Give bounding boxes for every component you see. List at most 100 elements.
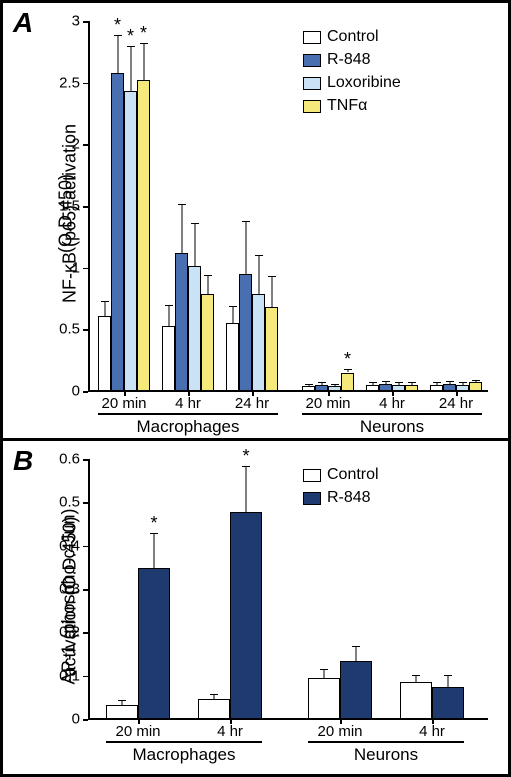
bar: [379, 384, 392, 391]
bar: [226, 323, 239, 391]
error-cap: [320, 669, 328, 670]
bar: [405, 385, 418, 391]
x-tick: [432, 719, 434, 724]
error-cap: [472, 380, 480, 381]
bar: [162, 326, 175, 391]
legend-swatch: [303, 469, 321, 482]
legend-label: Control: [327, 28, 379, 46]
error-cap: [444, 675, 452, 676]
bar: [341, 373, 354, 392]
x-tick-label: 24 hr: [439, 395, 473, 412]
group-label: Neurons: [360, 417, 424, 437]
bar: [252, 294, 265, 391]
x-tick: [456, 391, 458, 396]
significance-star: *: [150, 513, 157, 534]
significance-star: *: [114, 15, 121, 36]
error-cap: [242, 221, 250, 222]
y-axis: [88, 459, 90, 719]
significance-star: *: [344, 349, 351, 370]
panel-a-label: A: [13, 7, 33, 39]
error-bar: [448, 675, 449, 687]
y-tick: [83, 83, 88, 85]
y-tick-label: 3: [40, 13, 80, 30]
error-bar: [104, 301, 105, 316]
x-tick: [138, 719, 140, 724]
bar: [106, 705, 138, 719]
group-underline: [308, 741, 464, 743]
y-title-a2: (O.D.450): [56, 114, 77, 314]
legend-swatch: [303, 31, 321, 44]
x-tick: [328, 391, 330, 396]
x-tick-label: 4 hr: [379, 395, 405, 412]
error-cap: [204, 275, 212, 276]
error-cap: [210, 694, 218, 695]
error-bar: [143, 43, 144, 80]
bar: [340, 661, 372, 719]
error-cap: [255, 255, 263, 256]
y-tick: [83, 329, 88, 331]
y-axis: [88, 21, 90, 391]
x-tick-label: 4 hr: [419, 723, 445, 740]
legend-item: Control: [303, 465, 379, 485]
y-tick: [83, 502, 88, 504]
bar: [432, 687, 464, 719]
bar: [308, 678, 340, 719]
legend-a: ControlR-848LoxoribineTNFα: [303, 27, 401, 119]
group-underline: [302, 413, 482, 415]
y-tick: [83, 632, 88, 634]
error-cap: [165, 305, 173, 306]
legend-item: Loxoribine: [303, 73, 401, 93]
group-label: Macrophages: [132, 745, 235, 765]
panel-b: B 00.10.20.30.40.50.6*20 min*4 hrMacroph…: [3, 441, 508, 774]
bar: [328, 386, 341, 391]
figure: A 00.511.522.53***20 min4 hr24 hrMacroph…: [0, 0, 511, 777]
error-bar: [246, 466, 247, 512]
error-cap: [395, 382, 403, 383]
x-tick-label: 4 hr: [175, 395, 201, 412]
error-bar: [416, 675, 417, 682]
significance-star: *: [127, 26, 134, 47]
x-tick-label: 24 hr: [235, 395, 269, 412]
error-bar: [245, 221, 246, 274]
bar: [198, 699, 230, 719]
x-tick-label: 20 min: [317, 723, 362, 740]
x-tick-label: 20 min: [101, 395, 146, 412]
bar: [230, 512, 262, 719]
significance-star: *: [140, 23, 147, 44]
error-bar: [194, 223, 195, 266]
error-cap: [191, 223, 199, 224]
error-bar: [271, 276, 272, 307]
significance-star: *: [242, 446, 249, 467]
x-tick: [230, 719, 232, 724]
bar: [239, 274, 252, 391]
panel-a: A 00.511.522.53***20 min4 hr24 hrMacroph…: [3, 3, 508, 441]
y-tick: [83, 459, 88, 461]
chart-a: 00.511.522.53***20 min4 hr24 hrMacrophag…: [88, 21, 488, 391]
error-cap: [408, 382, 416, 383]
error-cap: [101, 301, 109, 302]
error-cap: [268, 276, 276, 277]
y-tick: [83, 589, 88, 591]
bar: [366, 385, 379, 391]
error-cap: [331, 384, 339, 385]
error-cap: [318, 382, 326, 383]
error-bar: [117, 35, 118, 73]
group-label: Neurons: [354, 745, 418, 765]
y-tick: [83, 391, 88, 393]
legend-label: R-848: [327, 489, 371, 507]
bar: [175, 253, 188, 391]
error-cap: [229, 306, 237, 307]
group-underline: [106, 741, 262, 743]
error-bar: [130, 46, 131, 92]
y-tick: [83, 144, 88, 146]
legend-label: Control: [327, 466, 379, 484]
error-bar: [258, 255, 259, 293]
bar: [400, 682, 432, 719]
error-bar: [168, 305, 169, 326]
y-tick: [83, 268, 88, 270]
y-tick: [83, 206, 88, 208]
group-underline: [98, 413, 278, 415]
legend-swatch: [303, 100, 321, 113]
legend-swatch: [303, 54, 321, 67]
y-title-b2: activation (O.D.450): [60, 497, 81, 697]
